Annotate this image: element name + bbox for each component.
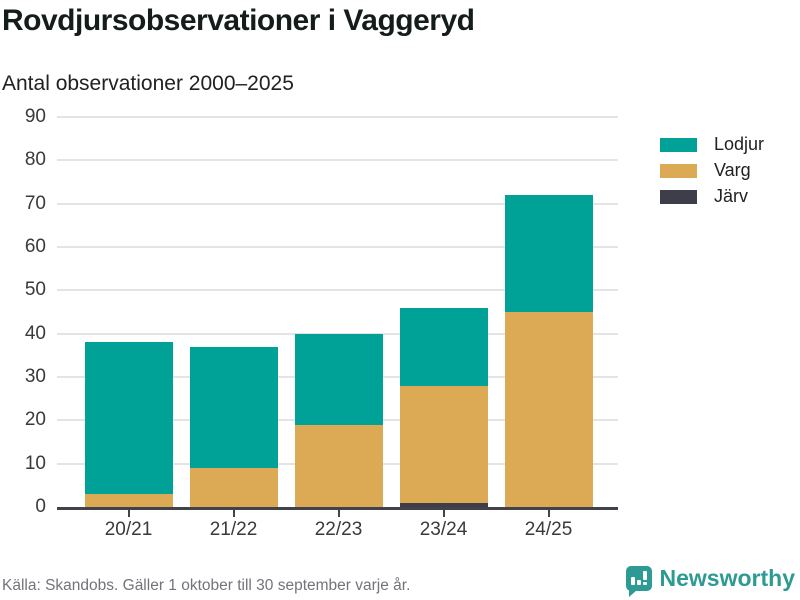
y-axis-tick-label: 10 (24, 452, 46, 474)
bar-segment-lodjur-20-21 (84, 342, 173, 494)
gridline (57, 202, 618, 205)
gridline (57, 116, 618, 118)
bar-segment-lodjur-24-25 (504, 195, 593, 312)
gridline (57, 246, 618, 248)
legend-item-jarv: Järv (660, 186, 764, 206)
bar-segment-varg-23-24 (399, 385, 488, 503)
exclamation-icon (642, 571, 647, 585)
x-axis-tick (442, 510, 445, 517)
legend: Lodjur Varg Järv (660, 134, 765, 214)
y-axis-tick-label: 50 (24, 279, 46, 301)
newsworthy-icon (625, 566, 652, 597)
speech-bubble-tail-icon (628, 590, 637, 597)
bar-segment-varg-20-21 (84, 494, 173, 507)
x-axis-tick-label: 23/24 (419, 519, 468, 540)
y-axis-tick-label: 60 (24, 236, 46, 257)
legend-label-varg: Varg (714, 160, 751, 180)
bar-segment-varg-24-25 (504, 312, 593, 507)
legend-label-lodjur: Lodjur (714, 134, 765, 154)
bar-segment-varg-21-22 (189, 468, 278, 507)
y-axis-tick-label: 20 (24, 409, 46, 431)
chart-subtitle: Antal observationer 2000–2025 (2, 72, 294, 95)
bar-segment-varg-22-23 (294, 424, 383, 507)
bar-segment-lodjur-23-24 (399, 307, 488, 386)
legend-item-lodjur: Lodjur (660, 134, 765, 154)
y-axis-tick-label: 70 (24, 192, 46, 214)
plot-area (57, 116, 618, 510)
newsworthy-logo: Newsworthy (625, 565, 795, 597)
x-axis-tick-label: 20/21 (104, 519, 153, 540)
y-axis-tick-label: 90 (24, 106, 46, 127)
gridline (57, 289, 618, 292)
bar-glyph-icon (630, 577, 635, 585)
x-axis-tick (232, 510, 235, 517)
newsworthy-wordmark: Newsworthy (659, 565, 795, 591)
gridline (57, 159, 618, 162)
x-axis-tick (127, 510, 130, 517)
legend-item-varg: Varg (660, 160, 764, 180)
bar-segment-jarv-23-24 (399, 502, 488, 507)
bar-glyph-icon (636, 580, 641, 585)
x-axis-tick-label: 22/23 (314, 519, 363, 540)
bar-segment-lodjur-22-23 (294, 333, 383, 425)
x-axis-tick-label: 24/25 (524, 519, 573, 540)
x-axis-tick (547, 510, 550, 517)
gridline (57, 332, 618, 335)
legend-label-jarv: Järv (714, 186, 749, 206)
x-axis-tick (337, 510, 340, 517)
bar-segment-lodjur-21-22 (189, 346, 278, 468)
y-axis-tick-label: 40 (24, 322, 46, 344)
y-axis-tick-label: 80 (24, 149, 46, 171)
y-axis-tick-label: 0 (35, 496, 46, 517)
x-axis-tick-label: 21/22 (209, 519, 258, 540)
chart-title: Rovdjursobservationer i Vaggeryd (2, 4, 475, 37)
legend-swatch-jarv (660, 189, 697, 204)
legend-swatch-lodjur (660, 137, 697, 152)
y-axis-tick-label: 30 (24, 366, 46, 387)
source-note: Källa: Skandobs. Gäller 1 oktober till 3… (2, 577, 411, 594)
legend-swatch-varg (660, 163, 697, 178)
